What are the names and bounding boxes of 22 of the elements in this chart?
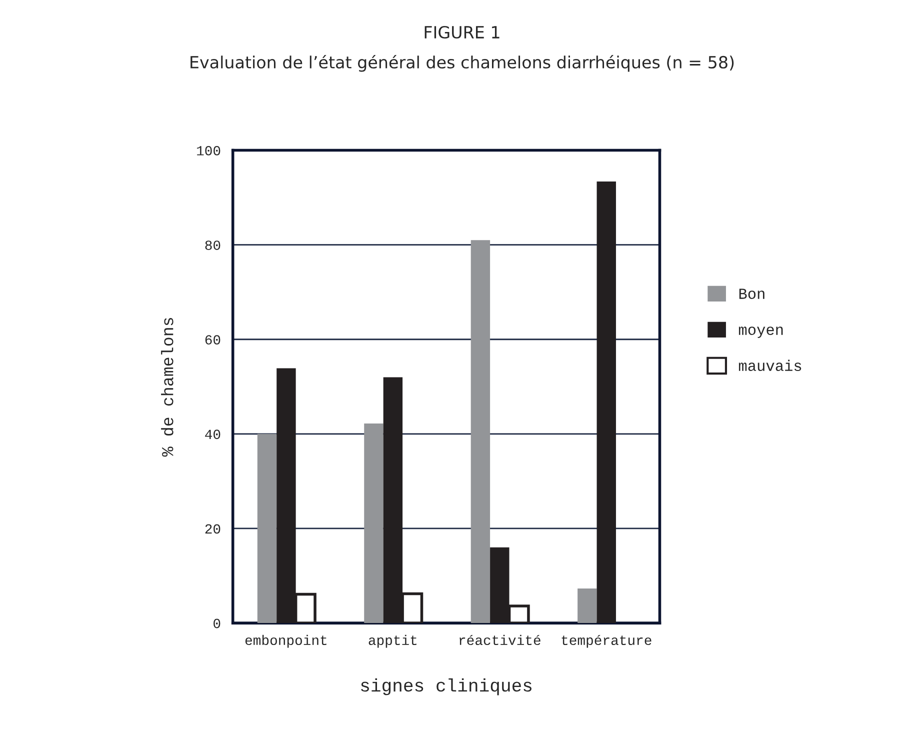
y-tick-label: 100 <box>197 146 220 156</box>
bar <box>257 434 277 624</box>
legend-label: mauvais <box>738 360 802 371</box>
x-axis-title: signes cliniques <box>361 678 532 696</box>
bar <box>596 181 616 624</box>
legend-label: Bon <box>739 288 764 299</box>
x-tick-label: embonpoint <box>245 634 326 648</box>
y-tick-label: 40 <box>205 430 220 440</box>
bar <box>364 424 384 624</box>
bar <box>470 240 490 624</box>
y-tick-label: 20 <box>205 524 220 534</box>
chart-subtitle: Evaluation de l’état général des chamelons diarrhéiques (n = 58) <box>190 54 734 72</box>
bar <box>578 588 597 624</box>
x-tick-label: apptit <box>368 634 416 648</box>
y-tick-label: 0 <box>214 618 220 628</box>
y-tick-label: 80 <box>205 240 220 250</box>
legend-label: moyen <box>738 326 783 338</box>
chart-title: FIGURE 1 <box>424 26 500 39</box>
y-tick-label: 60 <box>205 335 220 345</box>
x-tick-label: réactivité <box>460 634 540 646</box>
y-axis-title: % de chamelons <box>161 318 174 457</box>
x-tick-label: température <box>562 635 652 648</box>
